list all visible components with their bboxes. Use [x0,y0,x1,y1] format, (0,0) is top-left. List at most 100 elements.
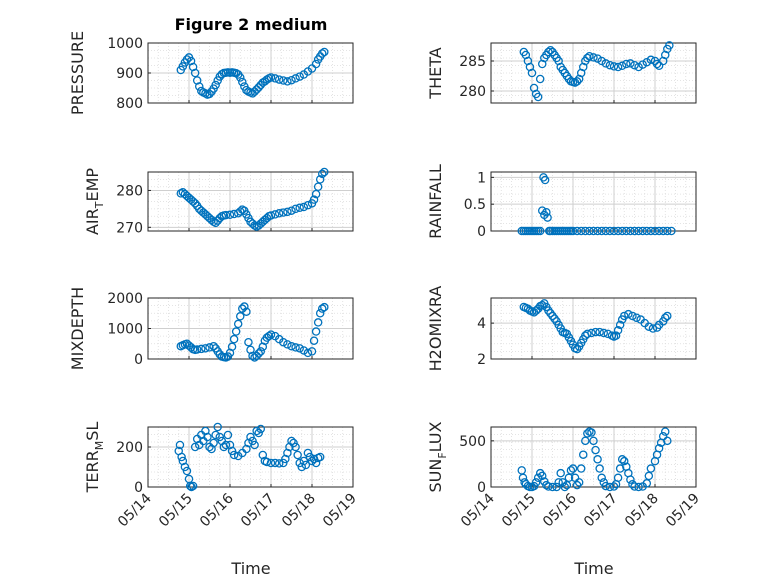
data-point [583,329,592,339]
data-point [634,62,643,72]
data-point [221,440,231,450]
data-point [266,73,276,82]
x-tick-label: 05/16 [540,490,580,530]
data-point [303,448,313,458]
y-tick-label: 285 [459,54,486,70]
data-point [583,53,592,63]
y-axis-label: SUNFLUX [426,421,449,492]
data-point [320,302,329,312]
data-point [661,313,670,322]
data-point [309,195,319,204]
y-tick-label: 800 [116,96,143,112]
data-point [665,41,674,50]
x-tick-label: 05/19 [320,491,360,531]
data-point [617,226,627,236]
data-point [225,210,235,220]
data-point [242,307,251,316]
data-point [190,199,200,208]
x-tick-label: 05/18 [279,491,319,531]
data-point [634,226,643,236]
data-point [309,336,319,345]
data-point [572,77,582,86]
x-tick-label: 05/15 [499,491,539,531]
data-point [572,226,582,236]
data-point [540,175,550,185]
data-point [299,202,309,212]
data-point [175,440,185,450]
data-point [270,74,280,83]
data-point [266,211,276,220]
axes-box [490,426,697,488]
y-tick-label: 0.5 [464,197,486,213]
data-point [221,210,231,220]
data-point [320,167,329,177]
data-point [626,475,635,484]
data-point [626,59,635,68]
data-point [317,304,327,313]
x-tick-label: 05/17 [581,491,621,531]
data-point [601,226,611,236]
data-point [264,331,274,341]
data-point [291,343,300,352]
data-point [527,68,537,78]
data-point [574,478,584,487]
data-point [587,328,596,338]
data-point [317,169,327,179]
data-point [587,428,596,437]
data-point [630,226,639,236]
data-point [311,327,321,336]
data-point [317,49,327,58]
data-point [246,432,255,442]
data-point [279,76,288,85]
data-point [622,59,631,69]
subplot-sun-flux: 0 500 05/14 05/15 05/16 05/17 05/18 05/19 SUNFLU… [426,421,703,530]
data-point [581,436,590,446]
data-point [190,68,200,78]
data-point [289,438,298,448]
data-point [279,337,288,347]
data-point [663,311,672,321]
data-point [254,349,263,358]
data-point [283,207,292,217]
data-point [538,300,547,310]
data-point [274,209,284,218]
x-tick-label: 05/19 [663,491,703,531]
data-point [535,74,545,84]
subplot-pressure: 800 900 1000 PRESSURE [68,31,354,115]
data-point [291,204,300,214]
data-point [248,436,257,446]
data-point [544,482,553,491]
data-point [611,331,621,340]
y-tick-label: 270 [116,220,143,236]
data-point [311,189,321,199]
y-tick-label: 4 [477,316,486,332]
data-point [576,226,586,236]
data-point [311,59,321,69]
data-point [201,344,210,353]
data-point [638,60,647,69]
data-point [644,471,654,481]
y-tick-label: 1 [477,170,486,186]
data-point [305,452,315,462]
y-tick-label: 500 [459,434,486,450]
y-axis-label: PRESSURE [68,31,87,115]
data-point [244,337,253,347]
data-point [315,175,325,184]
data-point [658,226,668,236]
x-tick-label: 05/17 [238,491,278,531]
data-point [287,436,296,446]
y-tick-label: 280 [116,183,143,199]
data-point [642,57,652,67]
data-point [661,427,670,436]
axes-box [147,426,354,488]
x-tick-label: 05/15 [156,491,196,531]
data-point [560,482,570,492]
data-point [197,344,206,354]
data-point [585,51,594,61]
data-point [213,422,222,432]
data-point [185,481,195,491]
data-point [266,330,276,339]
data-point [615,320,625,330]
y-tick-label: 2 [477,352,486,368]
